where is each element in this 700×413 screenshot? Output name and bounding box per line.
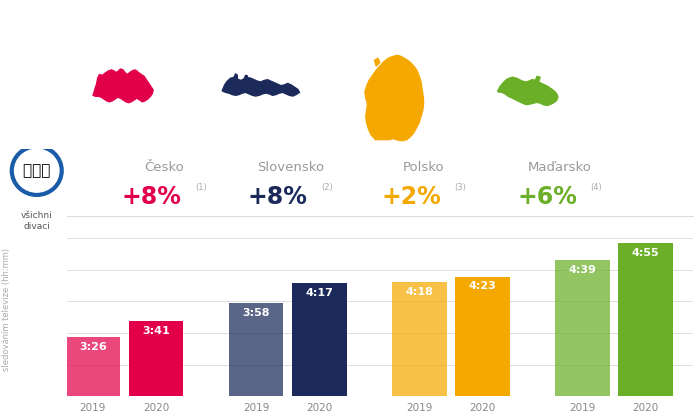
Bar [292,283,346,396]
Text: Slovensko: Slovensko [257,161,324,174]
Bar [129,321,183,396]
Text: (2): (2) [321,183,332,192]
Text: 4:39: 4:39 [568,265,596,275]
Text: 2019: 2019 [569,404,596,413]
Text: 4:23: 4:23 [468,282,496,292]
Text: 2020: 2020 [633,404,659,413]
Text: 2020: 2020 [469,404,496,413]
Text: Česko: Česko [145,161,184,174]
Bar [65,337,120,396]
Text: všichni
divaci: všichni divaci [21,211,53,230]
Text: Polsko: Polsko [402,161,444,174]
Text: 4:55: 4:55 [632,248,659,258]
Polygon shape [536,76,540,82]
Polygon shape [498,77,558,105]
Text: 3:26: 3:26 [79,342,106,352]
Text: +2%: +2% [381,185,441,209]
Text: (3): (3) [454,183,466,192]
Text: 4:17: 4:17 [305,288,333,298]
Text: +8%: +8% [248,185,308,209]
Text: (1): (1) [195,183,206,192]
Polygon shape [222,78,300,96]
Polygon shape [97,74,102,83]
Text: Maďarsko: Maďarsko [528,161,592,174]
Bar [555,260,610,396]
Text: 2020: 2020 [306,404,332,413]
Bar [618,243,673,396]
Bar [229,304,284,396]
Text: 3:41: 3:41 [142,326,170,336]
Text: +6%: +6% [517,185,577,209]
Text: 👨‍👩‍👧: 👨‍👩‍👧 [23,163,50,178]
Text: 2019: 2019 [80,404,106,413]
Bar [392,282,447,396]
Text: 2019: 2019 [243,404,270,413]
Polygon shape [244,75,247,79]
Polygon shape [93,69,153,103]
Polygon shape [234,74,237,79]
Bar [455,277,510,396]
Polygon shape [365,55,423,140]
Text: +8%: +8% [122,185,182,209]
Text: 3:58: 3:58 [242,308,270,318]
Text: (4): (4) [591,183,602,192]
Text: 4:18: 4:18 [405,287,433,297]
Text: 2020: 2020 [143,404,169,413]
Text: 2019: 2019 [406,404,433,413]
Polygon shape [374,58,379,66]
Text: Průměrný čas strávený denně
sledováním televize (hh:mm): Průměrný čas strávený denně sledováním t… [0,246,11,372]
